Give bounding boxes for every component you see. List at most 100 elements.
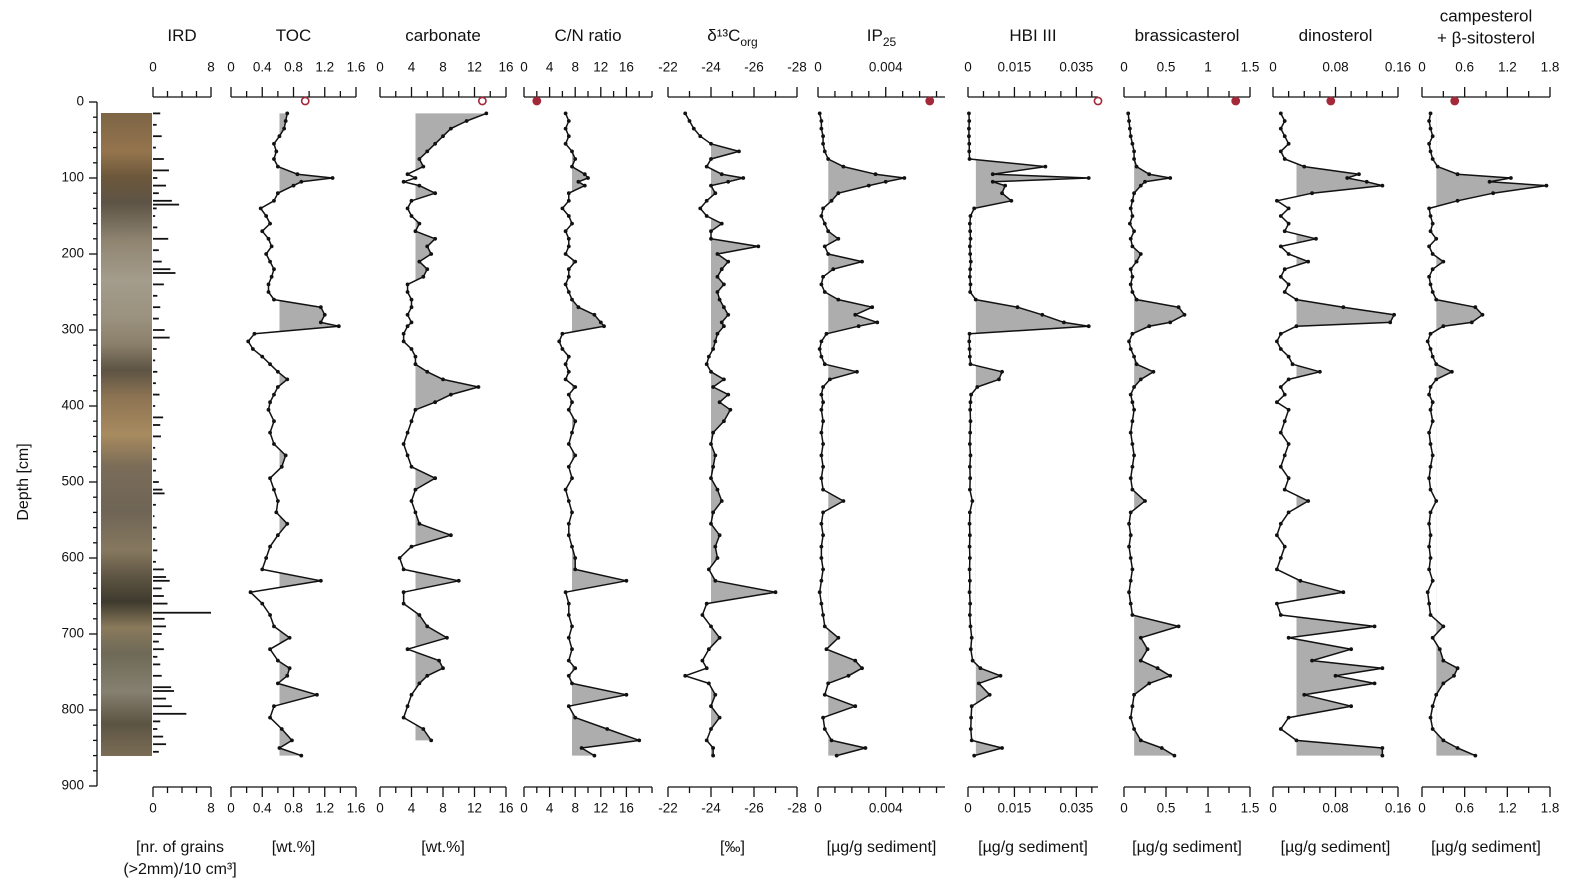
ird-bar <box>153 424 161 426</box>
data-point <box>566 119 571 123</box>
data-point <box>997 377 1001 382</box>
ird-bar <box>153 674 162 677</box>
data-point <box>719 267 724 272</box>
data-point <box>1428 149 1433 154</box>
data-point <box>570 400 574 405</box>
data-point <box>853 704 858 709</box>
data-point <box>1380 746 1385 750</box>
data-point <box>274 149 279 154</box>
data-point <box>260 601 265 606</box>
data-point <box>570 510 574 515</box>
data-point <box>1282 392 1287 397</box>
data-point <box>409 692 414 697</box>
data-point <box>563 229 568 234</box>
data-point <box>968 290 973 294</box>
data-point <box>1310 658 1314 663</box>
bottom-x-tick-label: 0.4 <box>253 801 272 816</box>
ird-bar <box>153 697 167 700</box>
bottom-x-tick-label: 0.015 <box>998 801 1032 816</box>
data-point <box>1132 354 1136 359</box>
data-point <box>405 206 410 211</box>
data-point <box>822 221 827 226</box>
data-point <box>1275 198 1279 203</box>
data-point <box>272 198 276 203</box>
data-point <box>287 666 292 671</box>
shading <box>1134 113 1185 756</box>
data-point <box>560 331 565 336</box>
data-point <box>1132 191 1136 196</box>
data-point <box>1275 400 1279 405</box>
data-point <box>967 347 972 351</box>
data-point <box>260 229 265 234</box>
ird-bar <box>153 169 169 172</box>
data-point <box>1427 544 1432 549</box>
bottom-x-tick-label: 16 <box>498 801 513 816</box>
data-point <box>246 339 251 344</box>
data-point <box>1278 347 1283 351</box>
reference-marker <box>300 96 310 106</box>
data-point <box>1278 149 1283 154</box>
data-point <box>1000 746 1004 750</box>
data-point <box>268 430 272 435</box>
x-axis-title: [µg/g sediment] <box>1132 839 1242 856</box>
data-point <box>401 567 406 572</box>
data-point <box>248 590 253 595</box>
data-point <box>1086 176 1091 180</box>
ird-bar <box>153 306 161 309</box>
bottom-x-tick-label: 8 <box>571 801 579 816</box>
data-point <box>700 658 705 663</box>
data-point <box>563 111 568 116</box>
data-point <box>1317 369 1322 374</box>
data-point <box>990 179 995 184</box>
data-point <box>1392 312 1396 317</box>
data-point <box>1176 624 1181 629</box>
data-point <box>1455 172 1460 177</box>
data-point <box>401 590 406 595</box>
data-point <box>967 134 971 139</box>
top-x-tick-label: -22 <box>658 60 678 75</box>
data-point <box>268 259 272 264</box>
data-point <box>817 111 822 116</box>
data-point <box>425 673 430 678</box>
ird-bar <box>153 294 158 297</box>
data-point <box>429 738 434 743</box>
data-point <box>268 613 272 617</box>
data-point <box>1434 377 1439 382</box>
data-point <box>1172 753 1177 758</box>
data-point <box>405 312 410 317</box>
data-point <box>322 312 327 317</box>
data-point <box>1306 259 1311 264</box>
profile-line <box>968 113 1090 757</box>
data-point <box>1286 510 1291 515</box>
data-point <box>709 624 713 629</box>
data-point <box>1128 556 1133 560</box>
ird-bar <box>153 272 176 274</box>
data-point <box>968 259 973 264</box>
data-point <box>968 362 973 367</box>
y-tick-label: 0 <box>76 94 84 109</box>
data-point <box>1282 119 1287 123</box>
data-point <box>563 126 568 131</box>
data-point <box>1427 392 1432 397</box>
data-point <box>706 354 711 359</box>
data-point <box>277 746 282 750</box>
top-x-tick-label: 0.16 <box>1385 60 1411 75</box>
panel-title: dinosterol <box>1299 26 1373 45</box>
data-point <box>1132 229 1136 234</box>
top-x-tick-label: 12 <box>593 60 608 75</box>
data-point <box>566 369 571 374</box>
data-point <box>715 252 720 256</box>
data-point <box>826 157 831 161</box>
data-point <box>272 704 276 709</box>
ird-bar <box>153 435 161 438</box>
bottom-x-tick-label: -26 <box>744 801 764 816</box>
bottom-x-tick-label: 4 <box>408 801 416 816</box>
data-point <box>566 635 571 640</box>
data-point <box>1430 704 1435 709</box>
ird-bar <box>153 348 157 350</box>
data-point <box>726 392 731 397</box>
data-point <box>1282 267 1287 272</box>
ird-bar <box>153 177 158 179</box>
data-point <box>706 681 711 686</box>
data-point <box>413 354 418 359</box>
